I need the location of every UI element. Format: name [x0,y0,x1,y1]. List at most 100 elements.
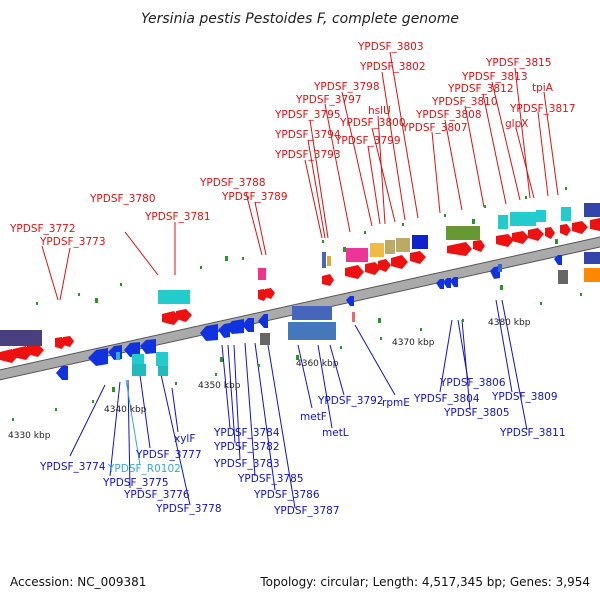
gene-arrow[interactable] [176,309,192,322]
gene-arrow[interactable] [528,228,544,241]
gene-label[interactable]: YPDSF_3795 [274,109,341,121]
gene-label[interactable]: YPDSF_3809 [491,391,558,403]
gene-label[interactable]: YPDSF_3803 [357,41,424,53]
gene-arrow[interactable] [346,296,354,306]
gene-label[interactable]: YPDSF_3815 [485,57,552,69]
gene-block[interactable] [561,207,571,221]
gene-label[interactable]: YPDSF_3782 [213,441,280,453]
gene-label[interactable]: YPDSF_3774 [39,461,106,473]
gene-arrow[interactable] [545,227,555,239]
gene-block[interactable] [158,290,190,304]
gene-arrow[interactable] [391,255,408,269]
gene-arrow[interactable] [322,274,334,286]
gene-label[interactable]: YPDSF_3788 [199,177,266,189]
gene-arrow[interactable] [265,288,275,299]
gene-label[interactable]: YPDSF_3807 [401,122,468,134]
gene-arrow[interactable] [56,366,68,380]
gene-label[interactable]: YPDSF_3792 [317,395,384,407]
gene-label[interactable]: YPDSF_3772 [9,223,76,235]
gene-block[interactable] [510,212,536,226]
gene-label[interactable]: YPDSF_3784 [213,427,280,439]
gene-arrow[interactable] [490,266,500,279]
gene-block[interactable] [584,268,600,282]
gene-block[interactable] [0,330,42,346]
gene-label[interactable]: hslU [368,105,391,117]
gene-block[interactable] [346,248,368,262]
gene-label[interactable]: YPDSF_3811 [499,427,566,439]
gene-block[interactable] [132,364,146,376]
gene-label[interactable]: metF [300,411,327,423]
gene-block[interactable] [132,354,144,364]
gene-label[interactable]: YPDSF_3794 [274,129,341,141]
gene-label[interactable]: YPDSF_3810 [431,96,498,108]
gene-block[interactable] [158,366,168,376]
gene-block[interactable] [584,203,600,217]
gene-arrow[interactable] [496,234,514,247]
rna-gene[interactable] [116,352,120,360]
gene-label[interactable]: YPDSF_3781 [144,211,211,223]
gene-arrow[interactable] [436,279,444,289]
gene-label[interactable]: glpX [505,118,528,130]
gene-label[interactable]: YPDSF_3804 [413,393,480,405]
gene-arrow[interactable] [140,339,156,354]
gene-label[interactable]: YPDSF_3799 [334,135,401,147]
gene-arrow[interactable] [162,311,180,325]
gene-label[interactable]: YPDSF_3817 [509,103,576,115]
gene-block[interactable] [584,252,600,264]
gene-label[interactable]: YPDSF_3812 [447,83,514,95]
gene-label[interactable]: YPDSF_3808 [415,109,482,121]
gene-block[interactable] [396,238,410,252]
gene-arrow[interactable] [447,242,472,256]
gene-arrow[interactable] [365,262,381,275]
gene-arrow[interactable] [124,342,140,357]
gene-label[interactable]: YPDSF_3780 [89,193,156,205]
gene-label[interactable]: YPDSF_3775 [102,477,169,489]
gene-label[interactable]: YPDSF_3776 [123,489,190,501]
gene-arrow[interactable] [242,318,254,332]
gene-arrow[interactable] [88,348,108,366]
gene-arrow[interactable] [27,344,44,357]
gene-label[interactable]: YPDSF_3777 [135,449,202,461]
gene-arrow[interactable] [410,251,426,264]
gene-arrow[interactable] [572,221,588,234]
gene-arrow[interactable] [450,277,458,287]
gene-block[interactable] [327,256,331,266]
gene-block[interactable] [260,333,270,345]
gene-arrow[interactable] [560,224,571,236]
gene-label[interactable]: YPDSF_3787 [273,505,340,517]
gene-label[interactable]: YPDSF_3806 [439,377,506,389]
gene-arrow[interactable] [345,265,364,279]
gene-label[interactable]: YPDSF_R0102 [107,463,181,475]
gene-label[interactable]: YPDSF_3778 [155,503,222,515]
gene-arrow[interactable] [473,240,485,252]
gene-arrow[interactable] [258,314,268,328]
gene-label[interactable]: YPDSF_3786 [253,489,320,501]
gene-block[interactable] [385,240,395,254]
gene-block[interactable] [288,322,336,340]
gene-label[interactable]: xylF [174,433,195,445]
gene-block[interactable] [446,226,480,240]
gene-label[interactable]: YPDSF_3813 [461,71,528,83]
gene-label[interactable]: YPDSF_3798 [313,81,380,93]
gene-block[interactable] [292,306,332,320]
gene-block[interactable] [352,312,355,322]
gene-block[interactable] [498,215,508,229]
gene-block[interactable] [558,270,568,284]
gene-label[interactable]: YPDSF_3773 [39,236,106,248]
gene-arrow[interactable] [443,278,451,288]
gene-block[interactable] [258,268,266,280]
gene-label[interactable]: YPDSF_3785 [237,473,304,485]
gene-arrow[interactable] [554,255,562,265]
gene-block[interactable] [498,264,502,272]
gene-label[interactable]: metL [322,427,349,439]
gene-label[interactable]: YPDSF_3789 [221,191,288,203]
gene-block[interactable] [536,210,546,222]
gene-label[interactable]: YPDSF_3805 [443,407,510,419]
gene-block[interactable] [156,352,168,366]
gene-block[interactable] [370,243,384,257]
gene-label[interactable]: YPDSF_3783 [213,458,280,470]
gene-label[interactable]: YPDSF_3802 [359,61,426,73]
gene-label[interactable]: YPDSF_3800 [339,117,406,129]
gene-arrow[interactable] [378,259,391,272]
gene-block[interactable] [412,235,428,249]
